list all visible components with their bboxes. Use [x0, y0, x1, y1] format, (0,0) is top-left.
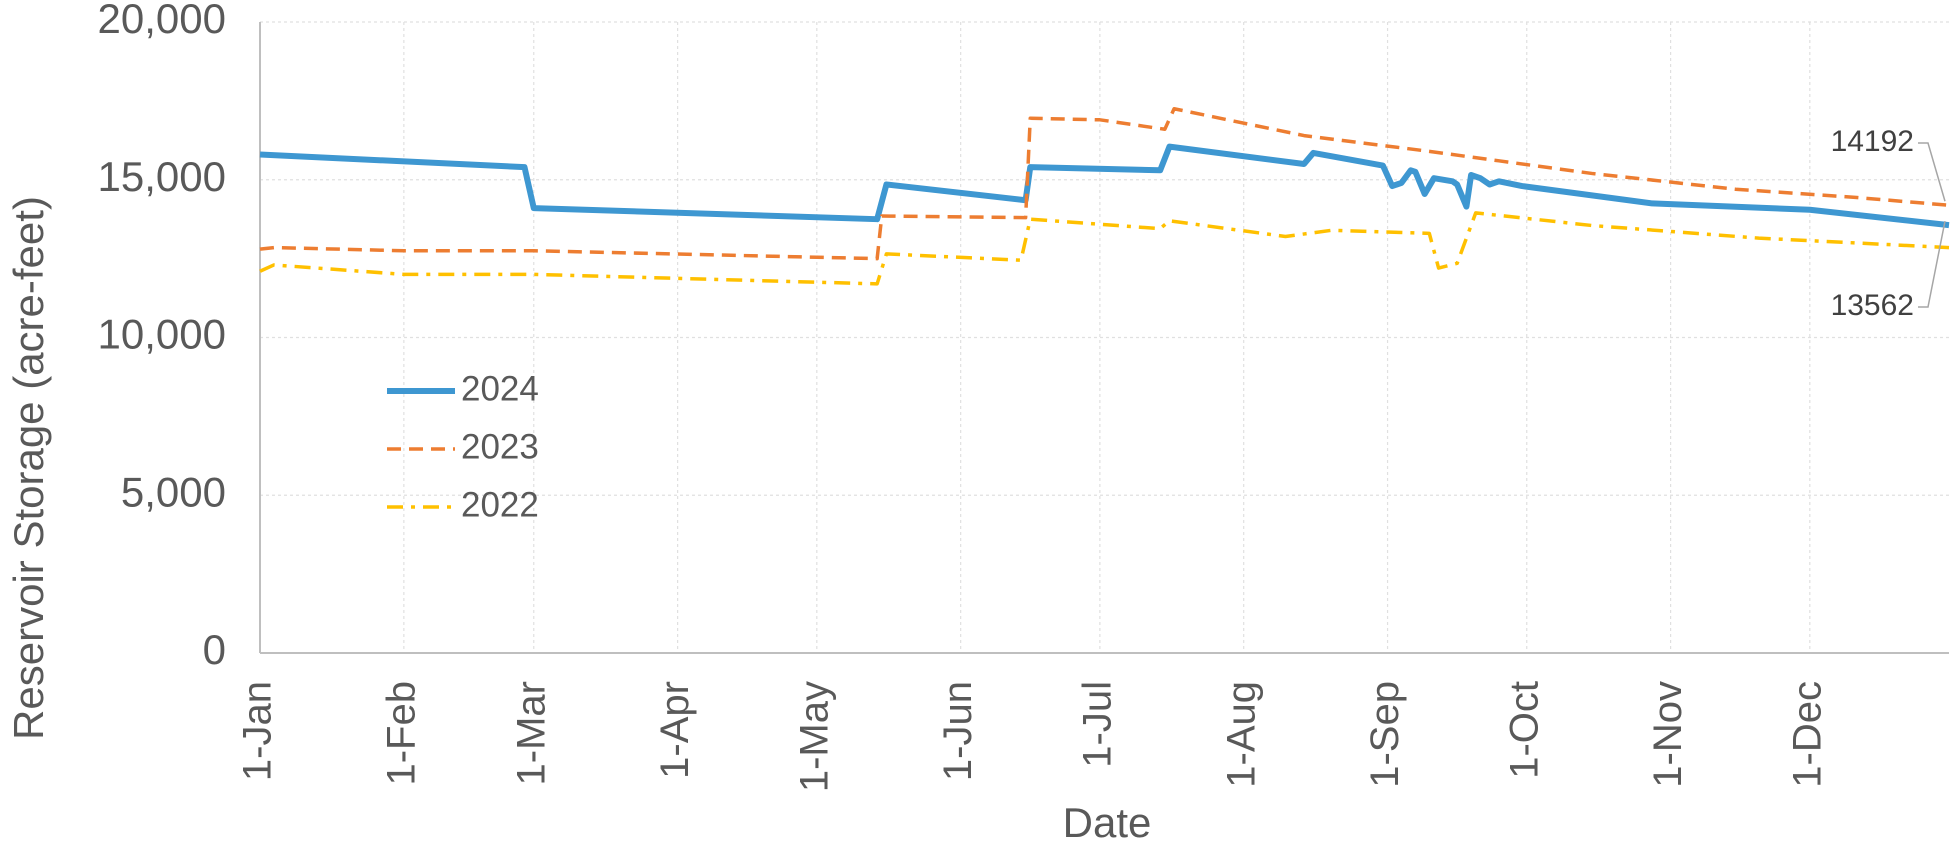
y-axis-label: Reservoir Storage (acre-feet) [5, 196, 52, 740]
line-series [259, 143, 1950, 229]
line-series [259, 211, 1950, 286]
y-tick-label: 15,000 [98, 153, 226, 200]
x-tick-label: 1-Mar [509, 681, 553, 785]
x-tick-label: 1-Jun [936, 681, 980, 781]
leader-line [1918, 142, 1946, 202]
line-series [259, 107, 1950, 261]
x-tick-label: 1-Jul [1075, 681, 1119, 768]
x-tick-label: 1-Sep [1363, 681, 1407, 788]
y-tick-label: 0 [203, 626, 226, 673]
x-tick-label: 1-Nov [1646, 681, 1690, 788]
legend-label: 2022 [461, 485, 539, 524]
data-label: 14192 [1831, 125, 1914, 158]
y-tick-label: 5,000 [121, 468, 226, 515]
x-tick-label: 1-May [792, 681, 836, 792]
x-tick-label: 1-Dec [1785, 681, 1829, 788]
legend-label: 2024 [461, 369, 539, 408]
x-tick-label: 1-Aug [1219, 681, 1263, 788]
x-tick-label: 1-Apr [653, 681, 697, 779]
x-tick-label: 1-Jan [236, 681, 280, 781]
y-tick-label: 20,000 [98, 0, 226, 42]
data-label: 13562 [1831, 289, 1914, 322]
x-tick-label: 1-Oct [1502, 681, 1546, 779]
leader-line [1918, 220, 1946, 308]
x-tick-label: 1-Feb [379, 681, 423, 786]
y-tick-label: 10,000 [98, 311, 226, 358]
x-axis-label: Date [1063, 799, 1152, 841]
legend-label: 2023 [461, 427, 539, 466]
